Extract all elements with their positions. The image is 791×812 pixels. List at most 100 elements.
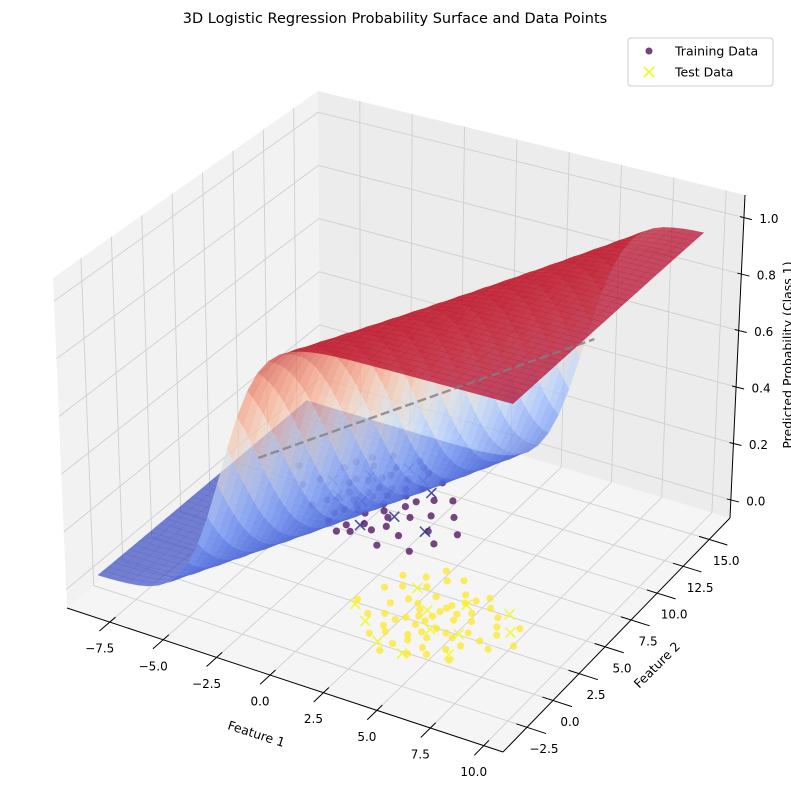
training-point: [442, 629, 450, 637]
surface-patch: [511, 387, 528, 396]
y-tick-mark: [672, 562, 702, 573]
floor-gridline-x: [376, 482, 612, 711]
surface-patch: [659, 255, 676, 263]
surface-patch: [607, 302, 624, 310]
training-point: [346, 527, 354, 536]
x-tick-label: −5.0: [139, 659, 168, 673]
training-point: [399, 571, 407, 579]
x-tick-mark: [473, 739, 490, 756]
training-point: [442, 645, 450, 654]
training-point: [448, 602, 456, 610]
training-point: [423, 583, 431, 591]
surface-patch: [521, 379, 538, 387]
training-point: [457, 642, 465, 650]
training-point: [418, 628, 426, 636]
surface-patch: [683, 234, 700, 242]
surface-patch: [544, 357, 562, 366]
x-tick-label: 5.0: [357, 730, 376, 744]
training-point: [467, 618, 476, 626]
y-tick-label: 5.0: [612, 661, 631, 675]
training-point: [423, 650, 431, 659]
z-tick-label: 0.6: [754, 325, 773, 339]
left-gridline-y: [80, 258, 95, 586]
training-point: [381, 583, 389, 591]
training-point: [382, 522, 390, 531]
training-point: [415, 612, 423, 620]
legend-test-label: Test Data: [674, 65, 733, 80]
z-tick-label: 0.0: [746, 494, 765, 508]
training-point: [391, 615, 399, 624]
y-tick-mark: [620, 616, 650, 627]
chart-title: 3D Logistic Regression Probability Surfa…: [183, 11, 607, 27]
training-point: [421, 617, 429, 625]
z-tick-label: 0.2: [749, 438, 768, 452]
y-tick-label: 15.0: [713, 554, 740, 568]
test-point: [372, 635, 384, 647]
training-point: [404, 630, 412, 639]
decision-boundary: [257, 337, 595, 460]
surface-patch: [516, 383, 533, 392]
test-point: [359, 615, 371, 627]
test-point: [504, 627, 516, 639]
test-point: [421, 604, 433, 616]
z-tick-mark: [737, 272, 750, 277]
surface-patch: [636, 276, 652, 284]
floor-gridline-x: [269, 451, 512, 676]
surface-patch: [645, 268, 662, 276]
training-point: [365, 629, 373, 637]
training-point: [486, 594, 494, 603]
legend: Training Data Test Data: [627, 37, 774, 87]
training-point: [427, 512, 435, 520]
surface-patch: [640, 272, 657, 280]
left-gridline-z: [53, 111, 319, 302]
training-point: [422, 573, 430, 581]
training-point: [493, 631, 501, 639]
x-tick-mark: [366, 704, 383, 721]
training-point: [442, 604, 450, 612]
training-point: [405, 547, 413, 555]
training-point: [445, 656, 453, 664]
x-tick-label: −2.5: [192, 677, 221, 691]
z-tick-mark: [739, 216, 753, 221]
training-point: [493, 623, 501, 631]
left-gridline-y: [171, 193, 182, 513]
x-tick-mark: [313, 687, 330, 703]
x-tick-mark: [259, 669, 276, 685]
training-point: [418, 643, 426, 652]
training-point: [389, 639, 397, 648]
floor-gridline-x: [430, 497, 662, 729]
test-point: [424, 623, 436, 635]
training-point: [516, 625, 524, 633]
training-point: [450, 616, 458, 624]
back-gridline-x: [711, 190, 727, 513]
training-point: [411, 620, 419, 629]
training-point: [462, 591, 470, 599]
z-tick-label: 0.8: [757, 269, 776, 283]
surface-patch: [501, 396, 519, 405]
surface-patch: [669, 246, 686, 254]
y-tick-mark: [594, 643, 624, 654]
training-point: [430, 540, 438, 548]
surface-patch: [568, 336, 586, 344]
training-point: [403, 650, 411, 658]
y-axis-line: [502, 517, 731, 753]
test-point: [396, 647, 408, 659]
y-tick-label: 10.0: [661, 608, 688, 622]
training-point: [484, 645, 492, 653]
training-point: [394, 532, 403, 540]
y-tick-label: −2.5: [529, 742, 558, 756]
y-tick-label: 12.5: [687, 581, 714, 595]
test-point: [503, 608, 516, 620]
x-axis-label: Feature 1: [226, 717, 287, 750]
training-point: [414, 599, 422, 607]
training-point: [399, 582, 407, 590]
training-point: [381, 627, 389, 636]
x-tick-label: 7.5: [411, 748, 430, 762]
test-point: [453, 628, 465, 640]
floor-gridline-x: [483, 512, 713, 746]
left-gridline-y: [232, 151, 240, 464]
test-point: [460, 599, 473, 611]
z-tick-mark: [726, 498, 739, 503]
test-point: [354, 519, 366, 531]
left-gridline-z: [56, 165, 319, 360]
